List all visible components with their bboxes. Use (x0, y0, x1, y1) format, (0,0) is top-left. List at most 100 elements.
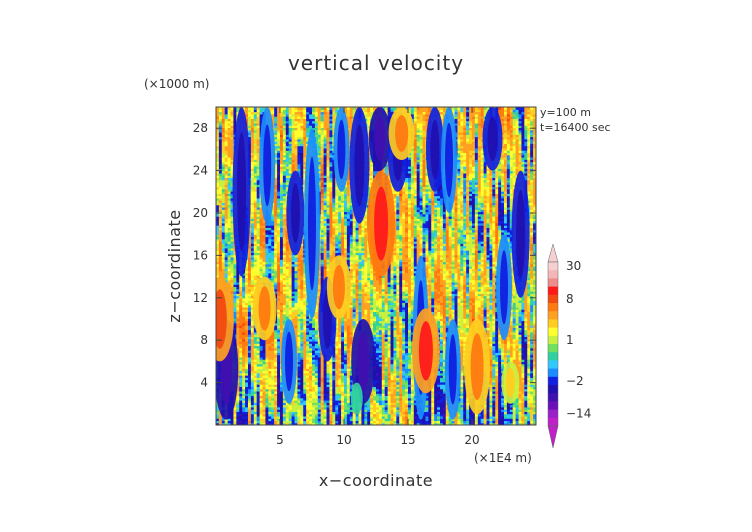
field-cell (230, 247, 235, 251)
field-cell (230, 227, 235, 231)
field-cell (274, 225, 278, 228)
field-cell (216, 245, 220, 249)
field-cell (253, 177, 258, 181)
field-cell (265, 247, 269, 251)
field-cell (230, 166, 235, 169)
field-cell (271, 388, 275, 392)
field-cell (218, 220, 223, 224)
field-cell (216, 254, 220, 258)
field-cell (230, 172, 235, 176)
field-cell (277, 322, 281, 326)
field-cell (256, 354, 261, 358)
field-cell (216, 156, 220, 160)
field-cell (277, 281, 281, 285)
field-cell (277, 318, 281, 322)
field-cell (250, 400, 255, 403)
field-cell (216, 418, 220, 422)
field-cell (230, 231, 235, 235)
field-cell (233, 286, 237, 290)
field-cell (271, 359, 275, 362)
field-cell (274, 116, 278, 119)
field-cell (248, 384, 252, 387)
field-cell (236, 388, 240, 392)
field-cell (248, 129, 252, 133)
field-cell (218, 177, 223, 181)
field-cell (256, 229, 261, 233)
field-cell (274, 356, 278, 360)
field-cell (274, 247, 278, 251)
field-cell (216, 234, 220, 238)
field-cell (274, 138, 278, 142)
field-cell (265, 250, 269, 253)
field-cell (262, 236, 267, 240)
field-cell (216, 111, 220, 115)
field-cell (271, 386, 275, 390)
field-cell (262, 370, 267, 374)
field-cell (250, 120, 255, 124)
field-cell (256, 390, 261, 394)
field-cell (239, 393, 243, 397)
field-cell (250, 363, 255, 367)
field-cell (236, 359, 240, 362)
field-cell (256, 138, 261, 142)
field-cell (250, 236, 255, 240)
field-cell (230, 134, 235, 138)
field-cell (227, 234, 232, 238)
field-cell (268, 338, 272, 342)
field-cell (262, 375, 267, 378)
field-cell (227, 216, 232, 219)
field-cell (227, 125, 232, 129)
field-cell (248, 279, 252, 283)
field-cell (248, 359, 252, 362)
field-cell (221, 177, 226, 181)
field-cell (233, 109, 237, 113)
field-cell (280, 195, 284, 199)
field-cell (253, 359, 258, 362)
field-cell (277, 304, 281, 308)
field-cell (259, 343, 264, 347)
field-cell (227, 134, 232, 138)
field-cell (256, 404, 261, 408)
field-cell (250, 218, 255, 222)
field-cell (250, 138, 255, 142)
field-cell (242, 377, 246, 381)
field-cell (250, 288, 255, 292)
field-cell (277, 268, 281, 272)
field-cell (259, 254, 264, 258)
field-cell (271, 406, 275, 410)
field-cell (236, 311, 240, 315)
field-cell (274, 147, 278, 151)
field-cell (277, 390, 281, 394)
field-cell (242, 365, 246, 369)
field-cell (230, 150, 235, 154)
field-cell (250, 216, 255, 219)
field-cell (221, 193, 226, 197)
field-cell (253, 206, 258, 210)
field-cell (256, 120, 261, 124)
field-cell (253, 281, 258, 285)
field-cell (253, 277, 258, 281)
field-cell (245, 107, 249, 110)
field-cell (227, 261, 232, 265)
field-cell (216, 236, 220, 240)
field-cell (274, 200, 278, 203)
field-cell (221, 270, 226, 274)
field-cell (216, 136, 220, 140)
field-cell (274, 372, 278, 376)
field-cell (236, 288, 240, 292)
field-cell (227, 206, 232, 210)
field-cell (236, 379, 240, 383)
field-cell (224, 254, 229, 258)
field-cell (227, 222, 232, 226)
field-cell (265, 381, 269, 385)
field-cell (274, 256, 278, 260)
field-cell (242, 290, 246, 294)
field-cell (277, 195, 281, 199)
field-cell (250, 388, 255, 392)
field-cell (233, 275, 237, 278)
field-cell (256, 413, 261, 417)
field-cell (277, 352, 281, 356)
field-cell (239, 377, 243, 381)
field-cell (245, 359, 249, 362)
field-cell (230, 243, 235, 247)
